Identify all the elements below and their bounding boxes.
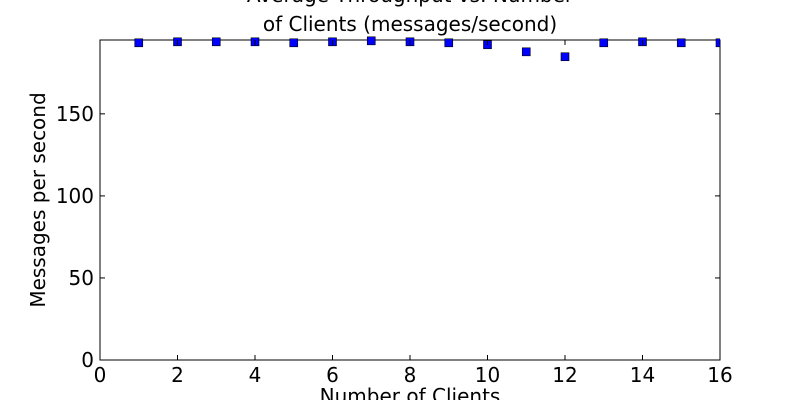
marker — [211, 37, 221, 47]
plot-frame — [99, 39, 721, 361]
marker — [366, 36, 376, 46]
marker — [444, 38, 454, 48]
marker — [599, 38, 609, 48]
x-tick-label: 12 — [552, 363, 577, 387]
x-tick-label: 16 — [707, 363, 732, 387]
marker — [134, 38, 144, 48]
y-tick-label: 50 — [69, 266, 94, 290]
x-tick-label: 2 — [171, 363, 184, 387]
x-tick-label: 10 — [475, 363, 500, 387]
marker — [521, 47, 531, 57]
x-axis-label: Number of Clients — [320, 384, 501, 400]
y-tick-label: 0 — [81, 348, 94, 372]
x-tick-label: 14 — [630, 363, 655, 387]
marker — [289, 38, 299, 48]
y-tick-label: 100 — [56, 184, 94, 208]
x-tick-label: 0 — [94, 363, 107, 387]
chart-title: of Clients (messages/second) — [263, 12, 557, 36]
x-tick-label: 8 — [404, 363, 417, 387]
chart-title: Average Throughput vs. Number — [247, 0, 574, 7]
marker — [676, 38, 686, 48]
x-tick-label: 4 — [249, 363, 262, 387]
x-tick-label: 6 — [326, 363, 339, 387]
y-tick-label: 150 — [56, 102, 94, 126]
marker — [560, 52, 570, 62]
y-axis-label: Messages per second — [26, 92, 50, 307]
marker — [715, 38, 720, 48]
